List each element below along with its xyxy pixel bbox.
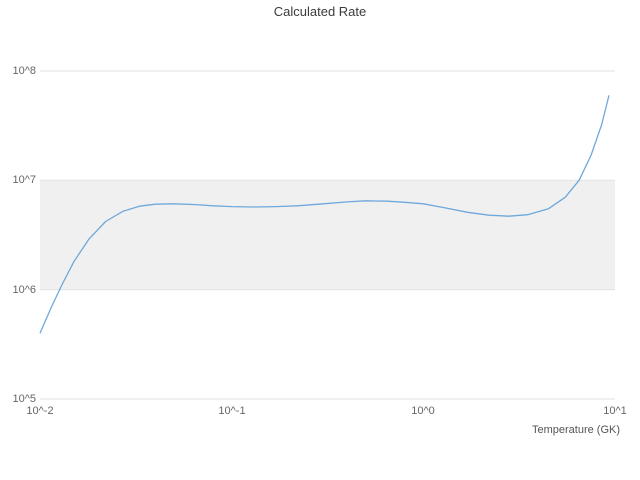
x-tick-label-1e1: 10^1 (603, 405, 627, 417)
x-tick-label-1e0: 10^0 (411, 405, 435, 417)
x-tick-label-1e-1: 10^-1 (218, 405, 246, 417)
rate-line (39, 95, 610, 334)
band-region (40, 180, 615, 290)
y-tick-label-1e6: 10^6 (12, 284, 36, 296)
y-tick-label-1e7: 10^7 (12, 174, 36, 186)
y-tick-label-1e8: 10^8 (12, 65, 36, 77)
x-tick-label-1e-2: 10^-2 (26, 405, 54, 417)
chart-title: Calculated Rate (273, 4, 367, 19)
x-axis-title: Temperature (GK) (531, 424, 620, 436)
y-tick-label-1e5: 10^5 (12, 393, 36, 405)
